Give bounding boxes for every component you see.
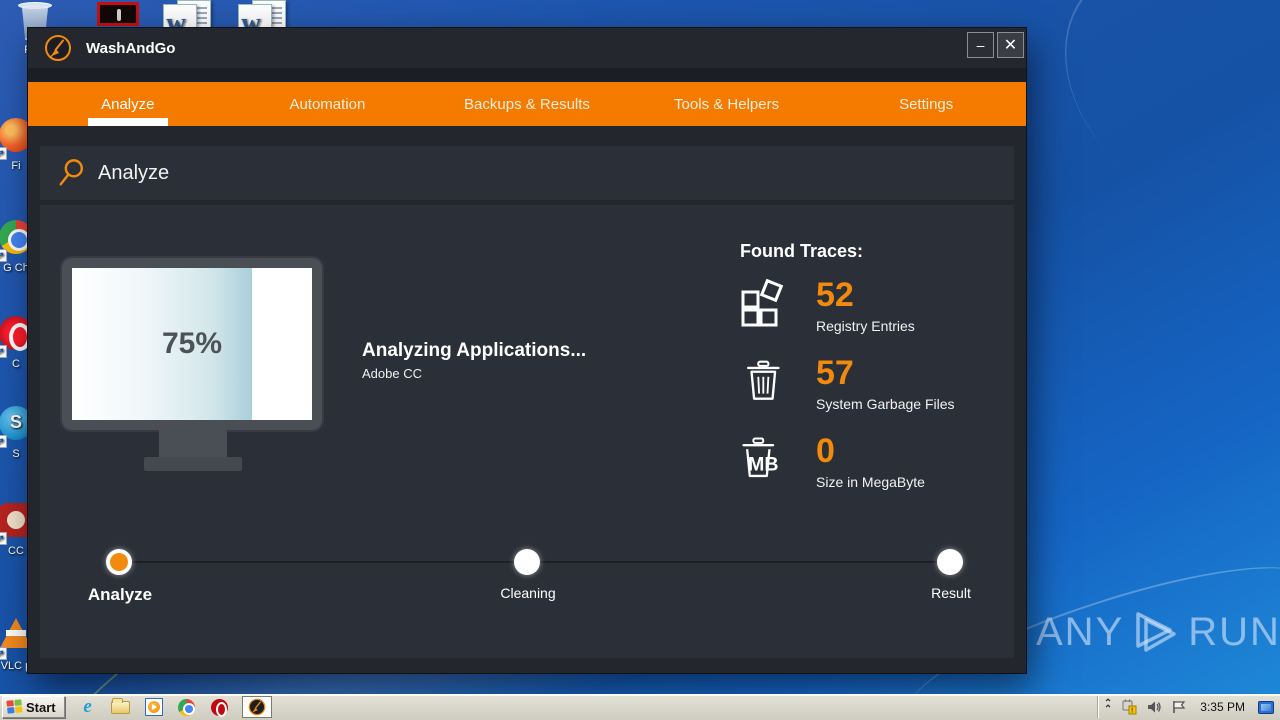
registry-icon — [741, 278, 784, 327]
registry-entries-label: Registry Entries — [816, 318, 915, 334]
chrome-icon: ➚ — [0, 220, 36, 262]
start-button-label: Start — [26, 699, 56, 715]
tab-analyze[interactable]: Analyze — [28, 82, 228, 126]
status-current-item: Adobe CC — [362, 366, 422, 381]
anyrun-watermark: ANY RUN — [1036, 608, 1280, 656]
monitor-stand — [159, 430, 227, 457]
wallpaper-streak — [1014, 0, 1280, 271]
washandgo-logo-icon — [45, 35, 71, 61]
taskbar-folder-icon[interactable] — [111, 697, 131, 717]
desktop-icon-label: C — [12, 358, 20, 370]
status-title: Analyzing Applications... — [362, 340, 587, 361]
monitor-base — [144, 457, 242, 471]
tab-backups-results[interactable]: Backups & Results — [464, 95, 590, 113]
step-label-analyze: Analyze — [87, 585, 153, 604]
titlebar-divider — [28, 68, 1026, 82]
step-label-result: Result — [931, 585, 971, 601]
desktop-icon-installer[interactable] — [88, 2, 148, 44]
watermark-run-text: RUN — [1188, 609, 1280, 654]
firefox-icon: ➚ — [0, 118, 36, 160]
close-button[interactable]: ✕ — [997, 32, 1024, 58]
trash-mb-icon: MB — [742, 437, 779, 478]
desktop-icon-ccleaner[interactable]: ➚ CC — [0, 503, 46, 557]
taskbar-clock: 3:35 PM — [1200, 700, 1245, 714]
taskbar: Start e ⌃ ⌃ ! — [0, 694, 1280, 720]
progress-fill — [72, 268, 252, 420]
desktop-icon-firefox[interactable]: ➚ Fi — [0, 118, 46, 172]
volume-icon[interactable] — [1146, 699, 1162, 715]
tab-automation[interactable]: Automation — [289, 95, 366, 113]
trace-row-registry: 52 Registry Entries — [740, 278, 955, 334]
main-navigation: Analyze Automation Backups & Results Too… — [28, 82, 1026, 126]
tab-tools-helpers[interactable]: Tools & Helpers — [674, 95, 780, 113]
step-dot-result — [937, 549, 963, 575]
analysis-status: Analyzing Applications... Adobe CC — [362, 340, 586, 381]
taskbar-media-player-icon[interactable] — [144, 697, 164, 717]
desktop-icon-skype[interactable]: ➚ S — [0, 406, 46, 460]
washandgo-window: WashAndGo – ✕ Analyze Automation Backups… — [28, 28, 1026, 673]
size-mb-count: 0 — [816, 432, 835, 470]
skype-icon: ➚ — [0, 406, 36, 448]
desktop-icon-vlc[interactable]: ➚ VLC p — [0, 618, 46, 672]
taskbar-chrome-icon[interactable] — [177, 697, 197, 717]
desktop-icon-chrome[interactable]: ➚ G Ch — [0, 220, 46, 274]
system-tray: ⌃ ⌃ ! — [1096, 696, 1280, 718]
taskbar-ie-icon[interactable]: e — [83, 696, 92, 717]
taskbar-opera-icon[interactable] — [210, 697, 230, 717]
step-label-cleaning: Cleaning — [500, 585, 556, 601]
progress-monitor-illustration: 75% — [62, 258, 322, 430]
trace-row-garbage: 57 System Garbage Files — [740, 356, 955, 412]
windows-logo-icon — [6, 699, 23, 714]
title-bar: WashAndGo – ✕ — [28, 28, 1026, 68]
start-button[interactable]: Start — [2, 696, 65, 718]
step-dot-analyze — [106, 549, 132, 575]
watermark-any-text: ANY — [1036, 609, 1125, 654]
vlc-icon: ➚ — [0, 618, 36, 660]
size-mb-label: Size in MegaByte — [816, 474, 925, 490]
desktop-icon-label: Fi — [11, 160, 21, 172]
installer-icon — [94, 2, 142, 42]
display-tray-icon[interactable] — [1258, 700, 1274, 714]
page-title: Analyze — [98, 161, 170, 184]
garbage-files-label: System Garbage Files — [816, 396, 955, 412]
progress-percentage: 75% — [161, 327, 223, 360]
registry-entries-count: 52 — [816, 276, 854, 314]
washandgo-logo-icon — [248, 698, 265, 716]
magnifier-icon — [59, 159, 83, 186]
flag-icon[interactable] — [1171, 699, 1187, 715]
desktop-icon-label: CC — [8, 545, 24, 557]
trace-row-size: MB 0 Size in MegaByte — [740, 434, 955, 490]
garbage-files-count: 57 — [816, 354, 854, 392]
updates-icon[interactable]: ! — [1121, 699, 1137, 715]
hidden-icons-chevron[interactable]: ⌃ ⌃ — [1103, 698, 1113, 715]
window-title: WashAndGo — [86, 39, 176, 57]
ccleaner-icon: ➚ — [0, 503, 36, 545]
step-dot-cleaning — [514, 549, 540, 575]
analyze-panel: 75% Analyzing Applications... Adobe CC F… — [40, 205, 1014, 658]
svg-text:MB: MB — [748, 454, 779, 476]
found-traces: Found Traces: 52 Registry Entries — [740, 241, 955, 512]
svg-text:!: ! — [1131, 708, 1133, 715]
trash-icon — [747, 360, 780, 400]
anyrun-play-icon — [1136, 612, 1176, 652]
taskbar-washandgo-button[interactable] — [241, 696, 272, 718]
desktop-icon-label: S — [12, 448, 20, 460]
found-traces-title: Found Traces: — [740, 241, 864, 261]
desktop-icon-label: G Ch — [3, 262, 29, 274]
section-header: Analyze — [40, 146, 1014, 200]
tab-settings[interactable]: Settings — [899, 95, 954, 113]
minimize-button[interactable]: – — [967, 32, 994, 58]
desktop-icon-label: VLC p — [0, 660, 32, 672]
